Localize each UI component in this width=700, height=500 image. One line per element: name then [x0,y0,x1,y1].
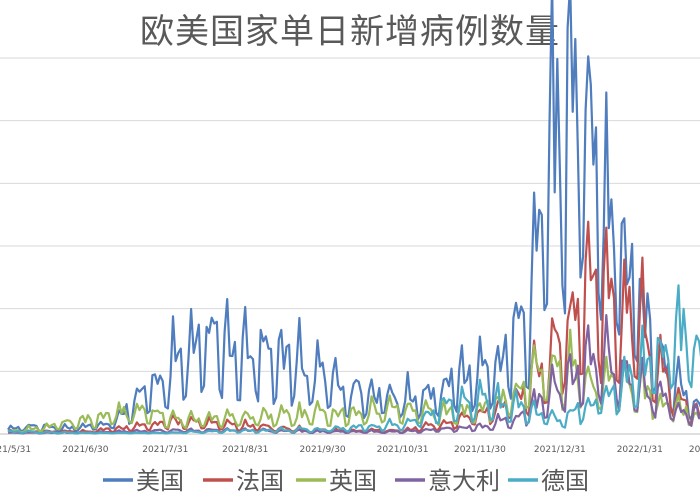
legend: 美国 法国 英国 意大利 德国 [103,467,589,495]
chart-title: 欧美国家单日新增病例数量 [140,12,560,52]
x-tick-label: 2021/11/30 [454,445,506,455]
legend-label: 法国 [236,467,284,495]
x-tick-label: 2021/7/31 [142,445,188,455]
legend-label: 英国 [329,467,377,495]
legend-label: 美国 [136,467,184,495]
series-line-2 [7,328,700,434]
gridlines [0,57,700,435]
x-axis: 2021/5/31 2021/6/30 2021/7/31 2021/8/31 2021… [0,445,700,455]
x-tick-label: 2022/2/28 [689,445,700,455]
legend-label: 德国 [541,467,589,495]
x-tick-label: 2021/6/30 [62,445,108,455]
series-lines [7,0,700,435]
x-tick-label: 2021/10/31 [377,445,429,455]
x-tick-label: 2021/5/31 [0,445,31,455]
legend-label: 意大利 [428,467,500,495]
x-tick-label: 2021/12/31 [534,445,586,455]
x-tick-label: 2021/8/31 [222,445,268,455]
x-tick-label: 2022/1/31 [617,445,663,455]
x-tick-label: 2021/9/30 [300,445,346,455]
series-line-3 [7,314,700,435]
series-line-4 [7,284,700,435]
